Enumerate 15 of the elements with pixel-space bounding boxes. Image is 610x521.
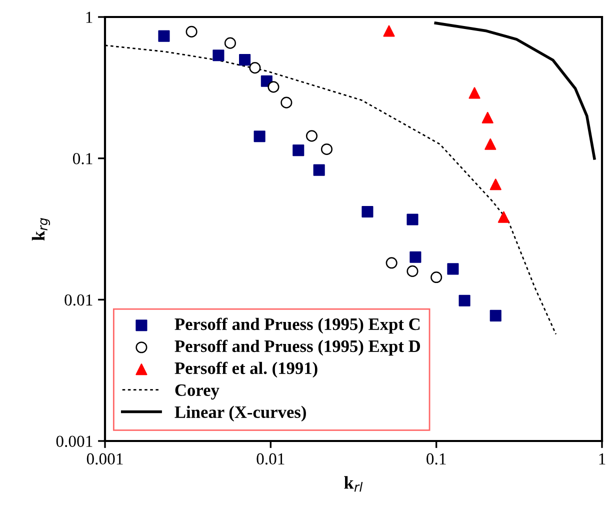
y-axis-title: k$_{rg}$ [32, 218, 50, 241]
legend-label: Corey [175, 384, 220, 400]
x-tick-label: 0.1 [426, 453, 446, 465]
legend-label: Persoff and Pruess (1995) Expt C [174, 318, 420, 334]
y-tick-label: 1 [86, 12, 92, 23]
x-axis-title: k$_{rl}$ [344, 476, 363, 492]
legend-label: Linear (X-curves) [174, 406, 306, 422]
y-tick-label: 0.01 [64, 294, 92, 306]
y-tick-label: 0.1 [72, 153, 92, 164]
legend-label: Persoff et al. (1991) [174, 362, 318, 378]
x-tick-label: 1 [599, 453, 606, 464]
x-tick-label: 0.01 [256, 453, 284, 465]
x-tick-label: 0.001 [86, 453, 123, 465]
legend-label: Persoff and Pruess (1995) Expt D [174, 340, 420, 356]
y-tick-label: 0.001 [56, 436, 92, 448]
